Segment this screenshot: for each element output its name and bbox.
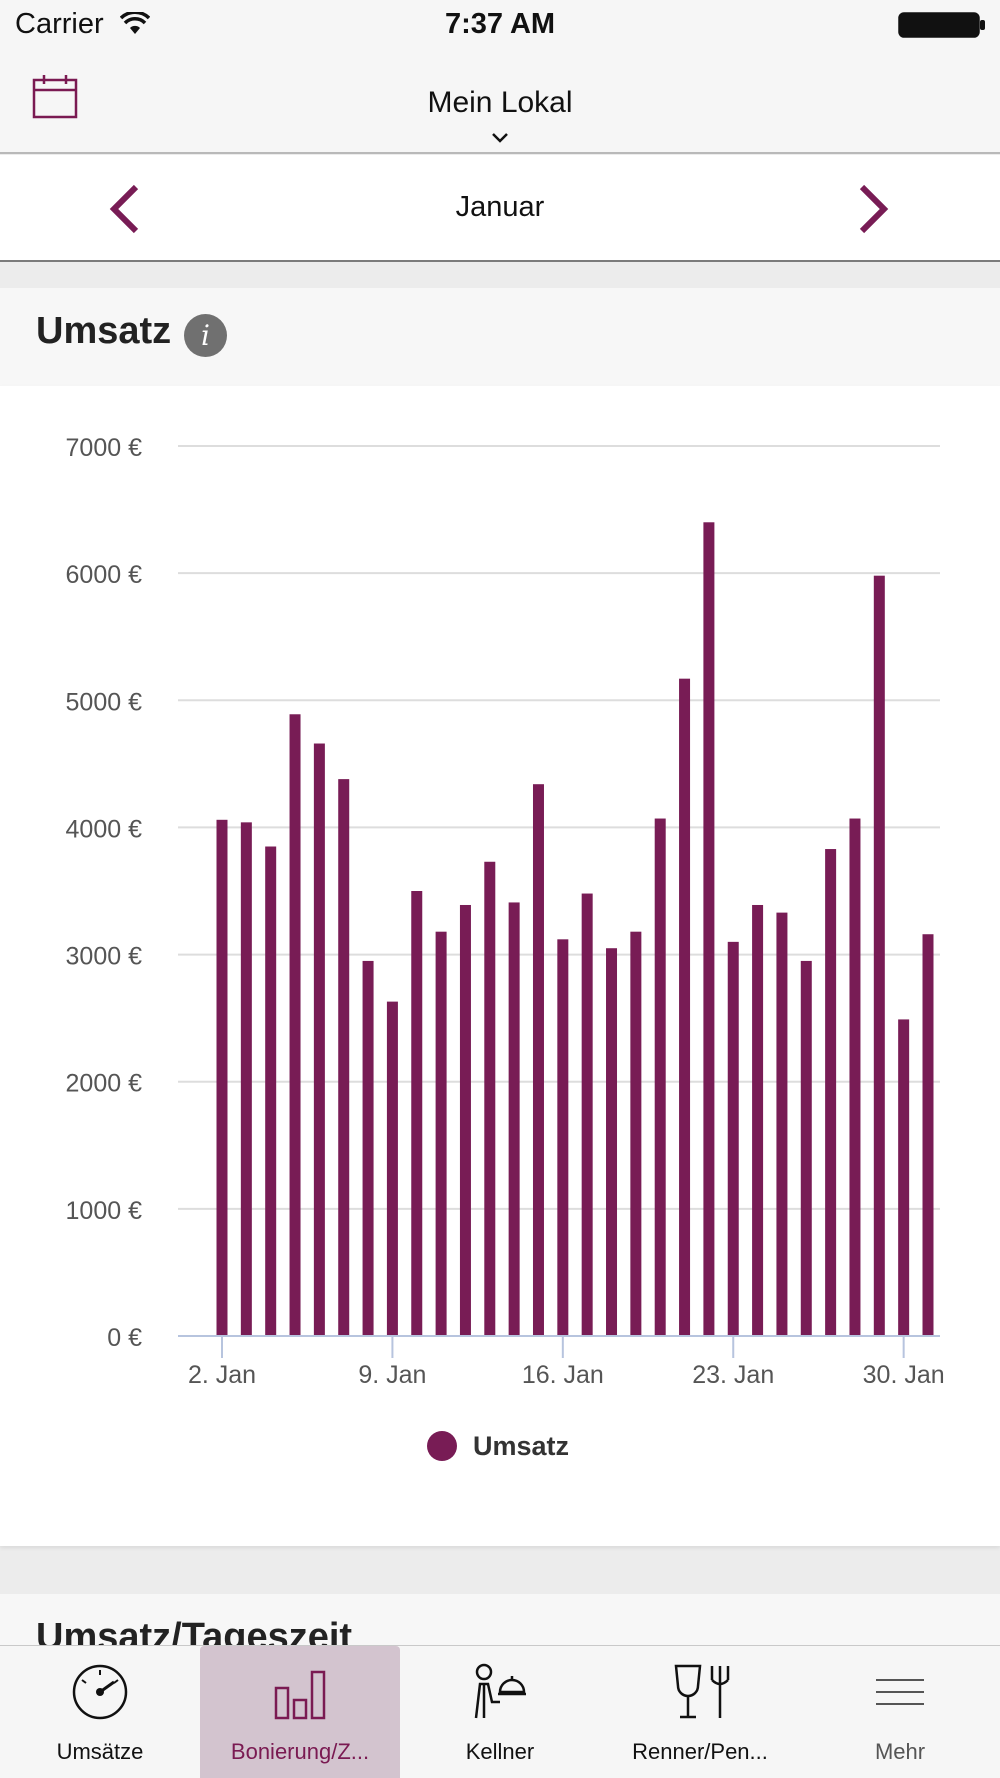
bar bbox=[532, 784, 544, 1336]
bar bbox=[825, 849, 837, 1336]
glass-fork-icon bbox=[674, 1664, 730, 1719]
x-tick-label: 9. Jan bbox=[358, 1361, 426, 1389]
tab-kellner[interactable]: Kellner bbox=[400, 1646, 600, 1778]
y-tick-label: 3000 € bbox=[66, 943, 143, 971]
chevron-down-icon[interactable] bbox=[492, 132, 508, 144]
bar bbox=[289, 714, 301, 1336]
y-tick-label: 4000 € bbox=[66, 815, 143, 843]
bar bbox=[484, 861, 496, 1336]
card-header: Umsatz bbox=[0, 288, 1000, 386]
carrier-label: Carrier bbox=[15, 8, 104, 40]
y-tick-label: 0 € bbox=[107, 1324, 142, 1352]
bar-chart-icon bbox=[274, 1670, 326, 1720]
revenue-bar-chart: 0 € 1000 € 2000 € 3000 € 4000 € 5000 € 6000 € 7… bbox=[66, 434, 945, 1461]
tab-label-bonierung: Bonierung/Z... bbox=[230, 1739, 370, 1764]
bar bbox=[459, 904, 471, 1336]
wifi-icon bbox=[120, 12, 150, 34]
bar bbox=[898, 1019, 910, 1336]
bar bbox=[679, 678, 691, 1336]
bar bbox=[508, 902, 520, 1336]
bar bbox=[654, 818, 666, 1336]
bar bbox=[435, 931, 447, 1336]
month-label: Januar bbox=[455, 191, 545, 223]
tab-umsaetze[interactable]: Umsätze bbox=[0, 1646, 200, 1778]
bar bbox=[703, 522, 715, 1336]
y-tick-label: 6000 € bbox=[66, 561, 143, 589]
info-icon[interactable]: i bbox=[184, 314, 227, 357]
tab-renner[interactable]: Renner/Pen... bbox=[600, 1646, 800, 1778]
bar bbox=[873, 575, 885, 1336]
tab-mehr[interactable]: Mehr bbox=[800, 1646, 1000, 1778]
menu-icon bbox=[876, 1679, 924, 1705]
location-title[interactable]: Mein Lokal bbox=[427, 86, 573, 119]
bar bbox=[752, 904, 764, 1336]
x-tick-label: 23. Jan bbox=[692, 1361, 774, 1389]
legend-marker bbox=[427, 1431, 457, 1461]
chart-card: 0 € 1000 € 2000 € 3000 € 4000 € 5000 € 6000 € 7… bbox=[0, 386, 1000, 1546]
bar bbox=[240, 822, 252, 1336]
battery-icon bbox=[898, 12, 985, 38]
bar bbox=[727, 941, 739, 1336]
status-bar: Carrier 7:37 AM bbox=[0, 0, 1000, 50]
bar bbox=[338, 779, 350, 1336]
bar bbox=[216, 819, 228, 1336]
legend-label: Umsatz bbox=[473, 1431, 569, 1461]
month-selector: Januar bbox=[0, 155, 1000, 262]
x-tick-label: 2. Jan bbox=[188, 1361, 256, 1389]
bar bbox=[313, 743, 325, 1336]
bar bbox=[411, 891, 423, 1336]
y-tick-label: 2000 € bbox=[66, 1070, 143, 1098]
y-tick-label: 5000 € bbox=[66, 688, 143, 716]
card-title: Umsatz bbox=[36, 310, 172, 352]
tab-label-mehr: Mehr bbox=[874, 1739, 926, 1764]
tab-label-kellner: Kellner bbox=[465, 1739, 535, 1764]
tab-label-umsaetze: Umsätze bbox=[56, 1739, 144, 1764]
calendar-icon[interactable] bbox=[32, 74, 78, 120]
bar bbox=[386, 1001, 398, 1336]
tab-bonierung[interactable]: Bonierung/Z... bbox=[200, 1646, 400, 1778]
y-tick-label: 7000 € bbox=[66, 434, 143, 462]
speedometer-icon bbox=[72, 1664, 128, 1720]
x-tick-label: 30. Jan bbox=[863, 1361, 945, 1389]
chevron-left-icon[interactable] bbox=[108, 183, 142, 235]
bar bbox=[849, 818, 861, 1336]
chevron-right-icon[interactable] bbox=[856, 183, 890, 235]
bar bbox=[922, 934, 934, 1336]
bar bbox=[776, 912, 788, 1336]
tab-label-renner: Renner/Pen... bbox=[632, 1739, 768, 1764]
status-time: 7:37 AM bbox=[444, 8, 556, 40]
waiter-icon bbox=[474, 1663, 526, 1719]
bar bbox=[630, 931, 642, 1336]
bar bbox=[606, 948, 618, 1336]
bar bbox=[557, 939, 569, 1336]
navigation-bar: Mein Lokal bbox=[0, 50, 1000, 154]
bar bbox=[362, 960, 374, 1336]
x-tick-label: 16. Jan bbox=[522, 1361, 604, 1389]
tab-bar: Umsätze Bonierung/Z... Kellner bbox=[0, 1645, 1000, 1778]
bar bbox=[265, 846, 277, 1336]
y-tick-label: 1000 € bbox=[66, 1197, 143, 1225]
bar bbox=[581, 893, 593, 1336]
bar bbox=[800, 960, 812, 1336]
